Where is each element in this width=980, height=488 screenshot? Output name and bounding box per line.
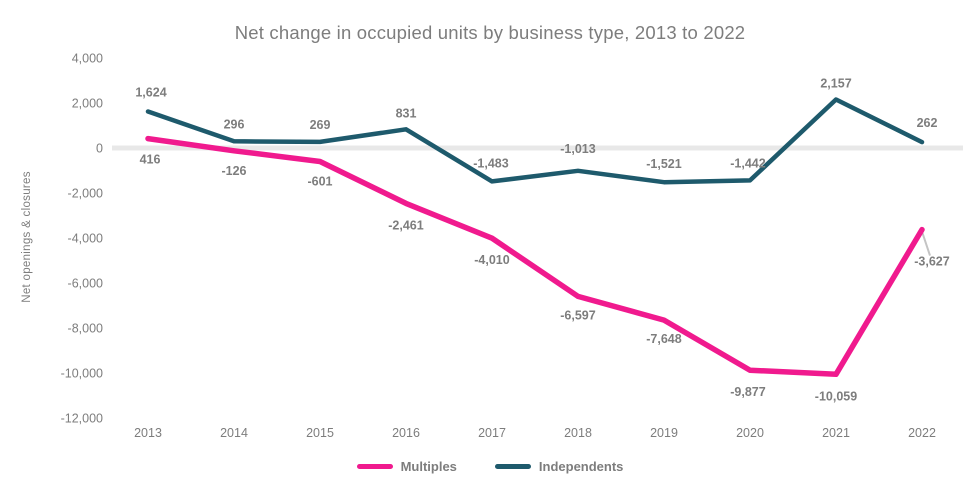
y-tick-label: -2,000 (68, 187, 103, 201)
y-tick-label: -12,000 (61, 412, 103, 426)
legend-item-multiples: Multiples (356, 459, 457, 474)
x-tick-label: 2015 (306, 426, 334, 440)
y-axis-title: Net openings & closures (21, 171, 33, 303)
independents-line (145, 97, 925, 185)
callout-leader-line (921, 231, 931, 256)
independents-data-label: -1,521 (646, 157, 681, 171)
legend-label-independents: Independents (538, 459, 624, 474)
multiples-data-label: -126 (221, 164, 246, 178)
independents-data-label: 262 (917, 116, 938, 130)
chart-title: Net change in occupied units by business… (234, 22, 746, 43)
multiples-line-swatch (356, 464, 393, 469)
x-tick-label: 2021 (822, 426, 850, 440)
independents-data-label: -1,483 (473, 156, 508, 170)
legend-item-independents: Independents (494, 459, 624, 474)
x-tick-label: 2018 (564, 426, 592, 440)
independents-data-label: 296 (224, 117, 245, 131)
independents-data-label: 1,624 (135, 86, 166, 100)
x-tick-label: 2016 (392, 426, 420, 440)
x-tick-label: 2017 (478, 426, 506, 440)
independents-data-label: 831 (396, 106, 417, 120)
x-tick-label: 2022 (908, 426, 936, 440)
independents-data-label: 2,157 (820, 77, 851, 91)
independents-data-label: 269 (310, 118, 331, 132)
multiples-data-label: 416 (140, 153, 161, 167)
independents-data-label: -1,013 (560, 142, 595, 156)
multiples-data-label: -3,627 (914, 255, 949, 269)
y-tick-label: -8,000 (68, 322, 103, 336)
legend-label-multiples: Multiples (400, 459, 457, 474)
y-tick-label: 4,000 (72, 52, 103, 66)
independents-line-swatch (494, 464, 531, 469)
y-tick-label: -10,000 (61, 367, 103, 381)
chart-legend: Multiples Independents (0, 459, 980, 474)
y-tick-label: -6,000 (68, 277, 103, 291)
multiples-data-label: -7,648 (646, 332, 681, 346)
multiples-data-label: -10,059 (815, 389, 857, 403)
x-tick-label: 2020 (736, 426, 764, 440)
x-tick-label: 2013 (134, 426, 162, 440)
multiples-data-label: -9,877 (730, 385, 765, 399)
multiples-data-label: -601 (307, 175, 332, 189)
y-tick-label: 0 (96, 142, 103, 156)
multiples-data-label: -6,597 (560, 308, 595, 322)
x-tick-label: 2014 (220, 426, 248, 440)
independents-data-label: -1,442 (730, 156, 765, 170)
y-tick-label: 2,000 (72, 97, 103, 111)
multiples-data-label: -2,461 (388, 218, 423, 232)
multiples-data-label: -4,010 (474, 253, 509, 267)
multiples-line (145, 135, 925, 378)
x-tick-label: 2019 (650, 426, 678, 440)
y-tick-label: -4,000 (68, 232, 103, 246)
